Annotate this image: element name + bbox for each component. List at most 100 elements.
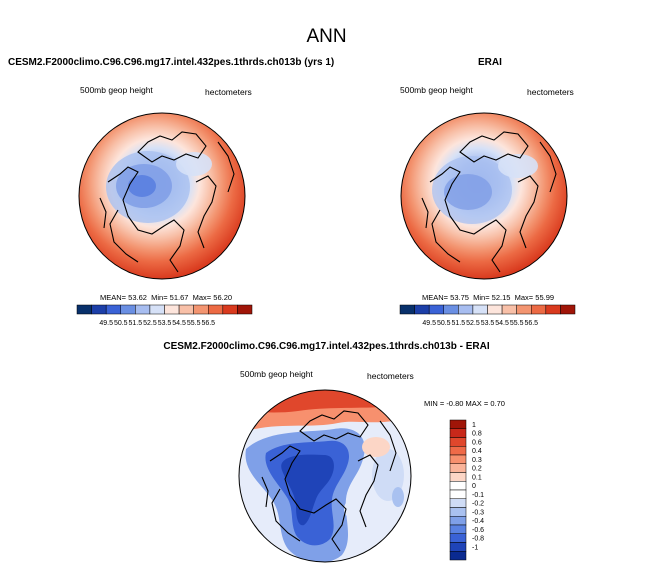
diff-colorbar-label: 0.3 [472,457,482,464]
model-colorbar-box [208,304,224,315]
diff-polar-map [238,389,412,563]
obs-colorbar-box [399,304,415,315]
diff-colorbar-box [449,489,467,499]
model-mean-value: 53.62 [128,293,147,302]
obs-colorbar-box [428,304,444,315]
obs-colorbar-box [516,304,532,315]
diff-colorbar-box [449,454,467,464]
model-min-label: Min= [151,293,168,302]
model-colorbar: 49.5 50.5 51.5 52.5 53.5 54.5 55.5 56.5 [76,304,253,327]
model-colorbar-box [149,304,165,315]
model-colorbar-box [237,304,253,315]
figure-title: ANN [306,26,347,47]
obs-stats: MEAN= 53.75 Min= 52.15 Max= 55.99 [422,293,554,302]
obs-panel-title: ERAI [478,57,502,68]
diff-colorbar-label: 1 [472,422,476,429]
diff-colorbar-label: -0.3 [472,509,484,516]
obs-colorbar-box [501,304,517,315]
obs-colorbar-box [531,304,547,315]
diff-colorbar-label: -0.8 [472,536,484,543]
diff-colorbar-label: -0.6 [472,527,484,534]
obs-mean-label: MEAN= [422,293,449,302]
model-min-value: 51.67 [169,293,189,302]
obs-max-label: Max= [514,293,534,302]
diff-colorbar-box [449,481,467,491]
model-colorbar-label: 50.5 [114,320,128,327]
diff-max-label: MAX = [465,399,489,408]
diff-min-value: -0.80 [446,399,464,408]
diff-variable-label: 500mb geop height [240,369,313,379]
obs-colorbar-label: 54.5 [495,320,509,327]
diff-colorbar-label: 0.2 [472,466,482,473]
model-colorbar-label: 55.5 [187,320,201,327]
obs-colorbar-label: 51.5 [452,320,466,327]
diff-colorbar-label: -1 [472,544,478,551]
diff-panel-title: CESM2.F2000climo.C96.C96.mg17.intel.432p… [163,341,490,352]
obs-min-label: Min= [473,293,490,302]
model-variable-label: 500mb geop height [80,85,153,95]
model-colorbar-label: 56.5 [201,320,215,327]
diff-colorbar-label: -0.4 [472,518,484,525]
model-colorbar-label: 53.5 [158,320,172,327]
diff-colorbar-label: 0.1 [472,474,482,481]
obs-units-label: hectometers [527,87,574,97]
obs-colorbar-label: 56.5 [524,320,538,327]
diff-colorbar: 1 0.80.6 0.4 0.3 0.20.1 0 -0.1 -0.2-0.3 -0.4 -0.6… [449,419,484,561]
diff-colorbar-box [449,463,467,473]
diff-max-value: 0.70 [490,399,505,408]
model-units-label: hectometers [205,87,252,97]
diff-colorbar-box [449,524,467,534]
diff-colorbar-box [449,472,467,482]
obs-colorbar-box [487,304,503,315]
model-colorbar-label: 54.5 [172,320,186,327]
obs-min-value: 52.15 [491,293,511,302]
diff-coastlines [261,410,397,552]
model-coastlines [99,131,235,273]
model-max-label: Max= [192,293,212,302]
model-polar-map [78,112,246,280]
obs-colorbar-label: 49.5 [422,320,436,327]
model-colorbar-box [178,304,194,315]
model-panel-title: CESM2.F2000climo.C96.C96.mg17.intel.432p… [8,57,335,68]
obs-colorbar-box [560,304,576,315]
obs-colorbar-label: 52.5 [466,320,480,327]
obs-colorbar-box [545,304,561,315]
diff-colorbar-box [449,498,467,508]
model-colorbar-label: 49.5 [99,320,113,327]
obs-colorbar-box [443,304,459,315]
model-colorbar-box [193,304,209,315]
diff-units-label: hectometers [367,371,414,381]
model-colorbar-box [164,304,180,315]
diff-colorbar-label: 0.8 [472,431,482,438]
diff-stats: MIN = -0.80 MAX = 0.70 [424,399,505,408]
diff-colorbar-box [449,428,467,438]
obs-variable-label: 500mb geop height [400,85,473,95]
model-colorbar-box [222,304,238,315]
diff-colorbar-box [449,419,467,429]
model-colorbar-box [120,304,136,315]
obs-mean-value: 53.75 [450,293,469,302]
diff-min-label: MIN = [424,399,445,408]
model-max-value: 56.20 [213,293,233,302]
obs-colorbar-box [472,304,488,315]
diff-colorbar-box [449,446,467,456]
model-mean-label: MEAN= [100,293,127,302]
diff-colorbar-box [449,516,467,526]
model-colorbar-box [76,304,92,315]
obs-colorbar-label: 50.5 [437,320,451,327]
obs-coastlines [421,131,557,273]
obs-colorbar-box [458,304,474,315]
diff-colorbar-box [449,507,467,517]
obs-colorbar: 49.5 50.5 51.5 52.5 53.5 54.5 55.5 56.5 [399,304,576,327]
obs-colorbar-label: 55.5 [510,320,524,327]
model-stats: MEAN= 53.62 Min= 51.67 Max= 56.20 [100,293,232,302]
model-colorbar-label: 51.5 [129,320,143,327]
diff-colorbar-box [449,533,467,543]
diff-colorbar-box [449,542,467,552]
obs-polar-map [400,112,568,280]
model-colorbar-box [105,304,121,315]
diff-colorbar-label: -0.2 [472,501,484,508]
diff-colorbar-label: 0 [472,483,476,490]
obs-colorbar-box [414,304,430,315]
obs-max-value: 55.99 [535,293,555,302]
